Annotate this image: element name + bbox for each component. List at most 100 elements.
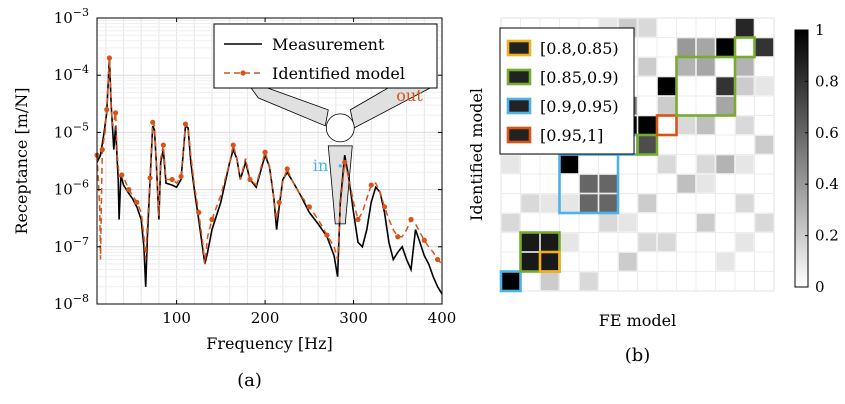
- matrix-cell: [755, 135, 774, 154]
- matrix-cell: [618, 213, 637, 232]
- cluster-box: [499, 270, 522, 293]
- matrix-cell: [735, 116, 754, 135]
- matrix-cell: [735, 194, 754, 213]
- data-point: [381, 204, 388, 210]
- colorbar-tick-label: 0: [815, 278, 825, 296]
- matrix-cell: [735, 155, 754, 174]
- x-axis-label: Frequency [Hz]: [206, 334, 333, 353]
- legend: Measurement Identified model: [213, 23, 438, 89]
- matrix-cell: [735, 77, 754, 96]
- legend-label: [0.8,0.85): [540, 39, 619, 58]
- colorbar-tick-label: 0.8: [815, 72, 839, 90]
- matrix-cell: [696, 174, 715, 193]
- legend-swatch: [506, 39, 532, 57]
- data-point: [160, 142, 166, 148]
- data-point: [284, 166, 290, 172]
- data-point: [355, 216, 361, 223]
- matrix-cell: [657, 77, 676, 96]
- data-point: [196, 209, 202, 215]
- y-axis-label: Identified model: [467, 88, 486, 221]
- y-axis-label: Receptance [m/N]: [12, 87, 31, 234]
- data-point: [262, 149, 268, 155]
- x-tick-label: 200: [251, 309, 280, 327]
- matrix-cell: [638, 116, 657, 135]
- legend-label: [0.9,0.95): [540, 97, 619, 116]
- cluster-boxes: [499, 36, 756, 293]
- data-point: [230, 142, 236, 148]
- data-point: [276, 199, 282, 205]
- colorbar: 0 0.2 0.4 0.6 0.8 1: [794, 21, 839, 296]
- cluster-box: [733, 36, 756, 59]
- legend-label: Identified model: [272, 64, 405, 83]
- matrix-cell: [716, 77, 735, 96]
- matrix-cell: [638, 194, 657, 213]
- x-tick-label: 400: [428, 309, 457, 327]
- matrix-cell: [716, 38, 735, 57]
- matrix-cell: [638, 233, 657, 252]
- matrix-cell: [501, 272, 520, 291]
- cluster-box: [655, 114, 678, 137]
- data-point: [147, 175, 153, 181]
- legend-swatch: [506, 68, 532, 86]
- matrix-cell: [501, 213, 520, 232]
- cluster-box: [636, 133, 659, 156]
- matrix-cell: [560, 233, 579, 252]
- data-point: [324, 232, 330, 238]
- caption-b: (b): [625, 345, 651, 366]
- matrix-cell: [735, 233, 754, 252]
- matrix-cell: [618, 252, 637, 271]
- colorbar-tick-label: 1: [815, 21, 825, 39]
- matrix-cell: [677, 38, 696, 57]
- matrix-cell: [696, 155, 715, 174]
- matrix-cell: [579, 174, 598, 193]
- matrix-cell: [677, 174, 696, 193]
- plot-frame: [96, 17, 443, 305]
- matrix-cell: [638, 18, 657, 37]
- data-point: [106, 55, 112, 61]
- matrix-cell: [696, 116, 715, 135]
- data-point: [178, 173, 184, 180]
- x-tick-label: 100: [162, 309, 191, 327]
- cluster-box: [538, 250, 561, 273]
- colorbar-tick-label: 0.2: [815, 227, 839, 245]
- data-point: [112, 110, 119, 116]
- series-layer: [94, 55, 442, 295]
- matrix-cell: [677, 57, 696, 76]
- matrix-cell: [755, 213, 774, 232]
- hub: [325, 113, 355, 143]
- data-point: [209, 216, 215, 223]
- matrix-cell: [638, 135, 657, 154]
- caption-a: (a): [237, 370, 262, 391]
- matrix-cell: [716, 96, 735, 115]
- x-axis-label: FE model: [599, 311, 677, 330]
- data-point: [434, 256, 441, 263]
- x-tick-label: 300: [339, 309, 368, 327]
- matrix-cell: [521, 233, 540, 252]
- matrix-cell: [540, 194, 559, 213]
- matrix-cell: [735, 18, 754, 37]
- data-point: [150, 119, 156, 125]
- legend-swatch: [506, 97, 532, 115]
- data-point: [306, 204, 312, 210]
- matrix-cell: [521, 252, 540, 271]
- matrix-cell: [638, 57, 657, 76]
- matrix-cell: [755, 77, 774, 96]
- legend: [0.8,0.85) [0.85,0.9) [0.9,0.95) [0.95,1]: [499, 27, 635, 155]
- legend-label: [0.95,1]: [540, 126, 603, 145]
- data-point: [182, 121, 189, 127]
- y-tick-label: 10−5: [54, 120, 89, 141]
- matrix-cell: [677, 116, 696, 135]
- matrix-cell: [501, 155, 520, 174]
- cluster-box: [675, 55, 737, 117]
- mac-matrix-chart: [0.8,0.85) [0.85,0.9) [0.9,0.95) [0.95,1] 0…: [467, 17, 839, 366]
- matrix-cell: [696, 213, 715, 232]
- legend-marker: [240, 70, 246, 76]
- legend-label: [0.85,0.9): [540, 68, 619, 87]
- data-point: [99, 147, 105, 153]
- legend-swatch: [506, 126, 532, 144]
- data-point: [408, 216, 414, 223]
- left-blade: [244, 79, 329, 127]
- matrix-cell: [755, 38, 774, 57]
- matrix-cell: [716, 155, 735, 174]
